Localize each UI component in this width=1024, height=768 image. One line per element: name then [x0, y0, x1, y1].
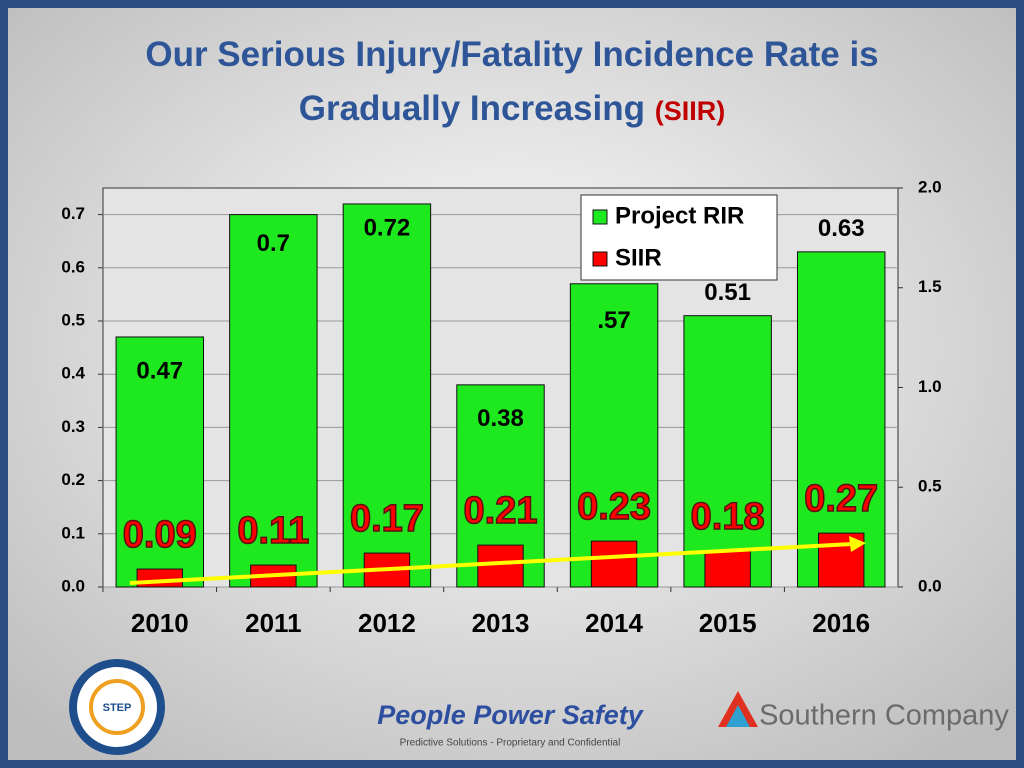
- y-tick-label: 0.7: [61, 204, 85, 223]
- y-tick-label: 0.4: [61, 364, 85, 383]
- slogan: People Power Safety: [377, 700, 645, 730]
- slide-title: Our Serious Injury/Fatality Incidence Ra…: [72, 28, 952, 138]
- y-tick-label: 0.1: [61, 523, 85, 542]
- rir-bar: [229, 214, 318, 588]
- siir-value-label: 0.09: [123, 514, 197, 556]
- siir-bar: [136, 568, 183, 588]
- x-tick-label: 2012: [358, 608, 416, 638]
- y2-tick-label: 1.0: [918, 377, 942, 396]
- trend-arrow: [129, 542, 853, 585]
- x-tick-label: 2016: [812, 608, 870, 638]
- x-tick-label: 2011: [245, 608, 301, 638]
- siir-value-label: 0.18: [691, 496, 765, 538]
- rir-bar: [569, 283, 659, 588]
- y-tick-label: 0.6: [61, 257, 85, 276]
- legend-swatch: [592, 251, 608, 267]
- siir-value-label: 0.11: [237, 510, 309, 552]
- siir-value-label: 0.27: [804, 478, 878, 520]
- logo-inner: [89, 679, 145, 735]
- rir-value-label: 0.51: [704, 279, 751, 306]
- y2-tick-label: 0.0: [918, 576, 942, 595]
- siir-value-label: 0.17: [350, 498, 424, 540]
- siir-value-label: 0.23: [577, 486, 651, 528]
- rir-bar: [342, 203, 432, 588]
- logo-text: STEP: [103, 702, 132, 714]
- siir-value-label: 0.21: [464, 490, 538, 532]
- siir-bar: [818, 532, 865, 588]
- siir-bar: [704, 550, 751, 588]
- rir-bar: [115, 336, 205, 588]
- legend-box: [580, 194, 778, 281]
- y2-tick-label: 1.5: [918, 277, 942, 296]
- company-logo-inner: [726, 705, 750, 727]
- y2-tick-label: 0.5: [918, 477, 942, 496]
- legend-label: SIIR: [615, 244, 662, 271]
- x-tick-label: 2010: [131, 608, 189, 638]
- trend-arrowhead: [849, 536, 866, 552]
- siir-bar: [590, 540, 638, 588]
- y-tick-label: 0.3: [61, 417, 85, 436]
- rir-bar: [683, 315, 772, 588]
- rir-value-label: .57: [597, 307, 630, 334]
- x-tick-label: 2013: [472, 608, 530, 638]
- rir-value-label: 0.63: [818, 215, 865, 242]
- rir-value-label: 0.72: [364, 214, 411, 241]
- y-tick-label: 0.0: [61, 576, 85, 595]
- y-tick-label: 0.2: [61, 470, 85, 489]
- footer-note: Predictive Solutions - Proprietary and C…: [400, 738, 621, 749]
- company-name: Southern Company: [759, 700, 1009, 732]
- rir-value-label: 0.38: [477, 405, 524, 432]
- legend-label: Project RIR: [615, 202, 744, 229]
- title-suffix: (SIIR): [654, 96, 726, 126]
- siir-bar: [477, 544, 524, 588]
- x-tick-label: 2014: [585, 608, 643, 638]
- y-tick-label: 0.5: [61, 310, 85, 329]
- legend-swatch: [592, 209, 608, 225]
- title-text: Our Serious Injury/Fatality Incidence Ra…: [145, 35, 879, 128]
- y2-tick-label: 2.0: [918, 177, 942, 196]
- rir-value-label: 0.47: [136, 357, 183, 384]
- x-tick-label: 2015: [699, 608, 757, 638]
- rir-value-label: 0.7: [257, 230, 290, 257]
